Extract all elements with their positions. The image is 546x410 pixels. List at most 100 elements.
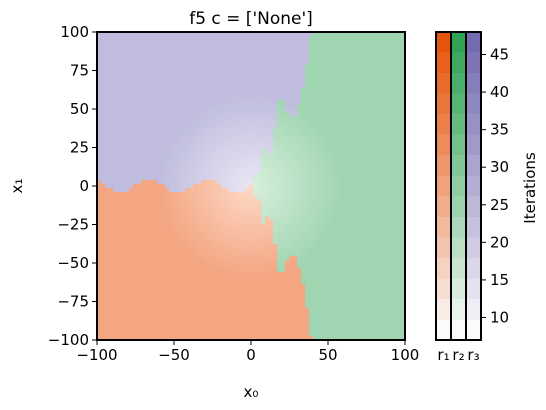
heatmap-cell [113,196,118,201]
heatmap-cell [121,240,126,245]
heatmap-cell [129,276,134,281]
heatmap-cell [257,64,262,69]
heatmap-cell [233,212,238,217]
heatmap-cell [121,172,126,177]
heatmap-cell [121,228,126,233]
heatmap-cell [265,284,270,289]
heatmap-cell [313,64,318,69]
heatmap-cell [173,160,178,165]
heatmap-cell [349,40,354,45]
heatmap-cell [193,64,198,69]
heatmap-cell [233,36,238,41]
heatmap-cell [341,276,346,281]
heatmap-cell [137,192,142,197]
heatmap-cell [253,200,258,205]
heatmap-cell [201,212,206,217]
heatmap-cell [133,320,138,325]
heatmap-cell [153,108,158,113]
heatmap-cell [209,300,214,305]
heatmap-cell [149,316,154,321]
heatmap-cell [281,160,286,165]
heatmap-cell [329,280,334,285]
heatmap-cell [225,244,230,249]
heatmap-cell [245,264,250,269]
heatmap-cell [205,72,210,77]
heatmap-cell [237,112,242,117]
heatmap-cell [305,68,310,73]
heatmap-cell [141,128,146,133]
heatmap-cell [153,76,158,81]
heatmap-cell [157,108,162,113]
heatmap-cell [349,76,354,81]
heatmap-cell [133,244,138,249]
heatmap-cell [313,332,318,337]
heatmap-cell [165,248,170,253]
heatmap-cell [101,232,106,237]
heatmap-cell [149,268,154,273]
heatmap-cell [145,308,150,313]
heatmap-cell [265,156,270,161]
heatmap-cell [309,316,314,321]
heatmap-cell [113,268,118,273]
heatmap-cell [137,68,142,73]
heatmap-cell [109,252,114,257]
heatmap-cell [261,96,266,101]
heatmap-cell [133,228,138,233]
heatmap-cell [257,132,262,137]
heatmap-cell [349,208,354,213]
heatmap-cell [217,92,222,97]
heatmap-cell [353,56,358,61]
heatmap-cell [285,68,290,73]
heatmap-cell [353,288,358,293]
heatmap-cell [117,216,122,221]
heatmap-cell [97,144,102,149]
heatmap-cell [269,200,274,205]
heatmap-cell [153,312,158,317]
heatmap-cell [101,316,106,321]
heatmap-cell [201,104,206,109]
heatmap-cell [141,288,146,293]
heatmap-cell [297,288,302,293]
heatmap-cell [209,324,214,329]
heatmap-cell [193,248,198,253]
heatmap-cell [189,264,194,269]
heatmap-cell [97,44,102,49]
heatmap-cell [109,52,114,57]
heatmap-cell [105,308,110,313]
heatmap-cell [205,100,210,105]
heatmap-cell [193,136,198,141]
heatmap-cell [117,332,122,337]
heatmap-cell [237,212,242,217]
heatmap-cell [101,156,106,161]
heatmap-cell [285,232,290,237]
heatmap-cell [121,300,126,305]
heatmap-cell [261,316,266,321]
heatmap-cell [341,228,346,233]
heatmap-cell [353,268,358,273]
heatmap-cell [169,324,174,329]
heatmap-cell [137,272,142,277]
heatmap-cell [289,104,294,109]
heatmap-cell [141,296,146,301]
heatmap-cell [269,124,274,129]
heatmap-cell [133,116,138,121]
heatmap-cell [333,80,338,85]
heatmap-cell [141,164,146,169]
heatmap-cell [217,192,222,197]
heatmap-cell [177,72,182,77]
heatmap-cell [105,332,110,337]
heatmap-cell [213,32,218,37]
heatmap-cell [277,160,282,165]
heatmap-cell [309,208,314,213]
heatmap-cell [213,236,218,241]
heatmap-cell [197,80,202,85]
heatmap-cell [245,236,250,241]
heatmap-cell [141,320,146,325]
heatmap-cell [97,72,102,77]
heatmap-cell [253,88,258,93]
heatmap-cell [221,104,226,109]
heatmap-cell [245,256,250,261]
heatmap-cell [293,148,298,153]
heatmap-cell [173,268,178,273]
heatmap-cell [349,188,354,193]
